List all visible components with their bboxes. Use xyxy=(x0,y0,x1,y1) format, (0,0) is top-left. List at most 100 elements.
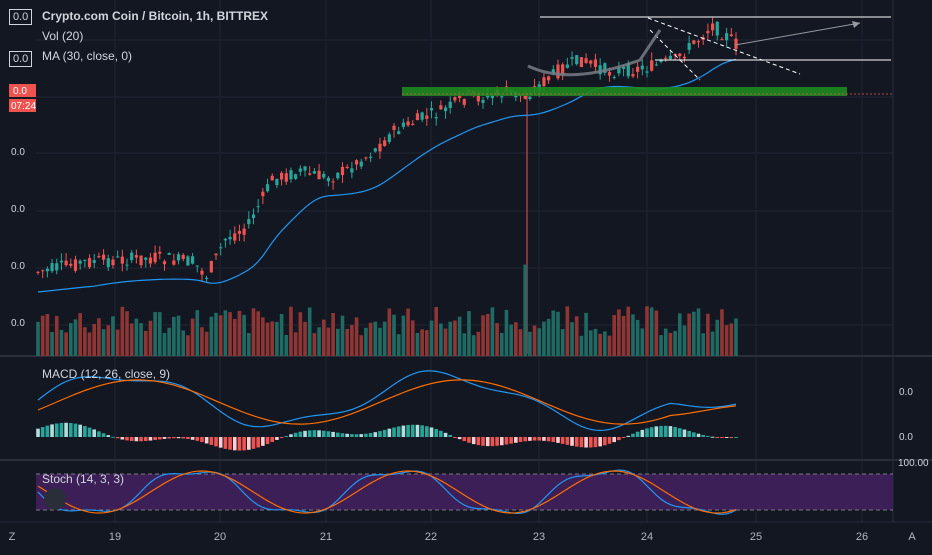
macd-histogram-bar xyxy=(710,436,715,438)
macd-group xyxy=(36,422,738,451)
stoch-legend[interactable]: Stoch (14, 3, 3) xyxy=(42,472,125,486)
macd-histogram-bar xyxy=(649,427,654,437)
macd-histogram-bar xyxy=(237,437,242,451)
candle-body xyxy=(715,21,719,36)
candle-body xyxy=(186,256,190,266)
volume-bar xyxy=(143,330,148,356)
volume-bar xyxy=(303,321,307,356)
candle-body xyxy=(219,247,223,249)
signal-line xyxy=(37,379,737,425)
macd-histogram-bar xyxy=(125,437,129,441)
macd-histogram-bar xyxy=(542,437,546,441)
candle-body xyxy=(640,65,644,70)
candle-body xyxy=(134,255,138,258)
macd-histogram-bar xyxy=(242,437,246,451)
volume-bar xyxy=(621,315,626,356)
volume-bar xyxy=(92,324,97,356)
candle-body xyxy=(378,143,382,152)
macd-histogram-bar xyxy=(687,430,691,437)
macd-histogram-bar xyxy=(139,437,143,442)
candle-body xyxy=(265,184,270,192)
candle-body xyxy=(228,236,232,240)
volume-bar xyxy=(181,330,186,356)
volume-bar xyxy=(439,323,443,356)
candle-body xyxy=(682,56,687,59)
candle-body xyxy=(589,60,593,64)
volume-bar xyxy=(359,335,364,356)
macd-histogram-bar xyxy=(97,431,101,437)
candle-body xyxy=(59,260,64,263)
volume-bar xyxy=(612,315,617,356)
volume-bar xyxy=(434,307,438,356)
macd-histogram-bar xyxy=(148,437,153,441)
macd-histogram-bar xyxy=(378,431,382,437)
volume-bar xyxy=(509,324,513,356)
candle-body xyxy=(645,71,649,73)
macd-histogram-bar xyxy=(396,426,401,437)
macd-histogram-bar xyxy=(406,424,410,437)
macd-histogram-bar xyxy=(345,433,349,437)
candle-body xyxy=(584,58,588,63)
volume-bar xyxy=(542,321,546,356)
candle-body xyxy=(593,59,598,67)
projection-arrowhead xyxy=(852,21,860,28)
volume-bar xyxy=(275,321,279,356)
macd-histogram-bar xyxy=(645,428,649,437)
candle-body xyxy=(125,264,129,266)
volume-bar xyxy=(490,307,495,356)
macd-histogram-bar xyxy=(701,434,706,437)
macd-histogram-bar xyxy=(448,434,453,437)
candle-body xyxy=(64,260,68,266)
time-axis-label-7: 26 xyxy=(856,531,868,543)
candle-body xyxy=(392,125,396,130)
macd-legend[interactable]: MACD (12, 26, close, 9) xyxy=(42,367,171,381)
volume-bar xyxy=(54,315,59,356)
countdown-value: 07:24 xyxy=(11,101,36,112)
volume-bar xyxy=(467,311,471,356)
auto-scale-button[interactable]: A xyxy=(908,531,916,543)
candle-body xyxy=(598,65,602,75)
candle-body xyxy=(664,57,668,59)
ma-legend[interactable]: MA (30, close, 0) xyxy=(42,49,133,63)
volume-bar xyxy=(701,333,706,356)
projection-arrow xyxy=(734,22,861,46)
candle-body xyxy=(312,171,316,174)
volume-bar xyxy=(471,335,476,356)
candle-body xyxy=(481,99,485,103)
candle-body xyxy=(214,253,218,256)
macd-histogram-bar xyxy=(265,437,270,445)
volume-legend[interactable]: Vol (20) xyxy=(42,29,84,43)
zoom-corner-label[interactable]: Z xyxy=(9,531,16,543)
volume-bar xyxy=(499,332,504,356)
volume-bar xyxy=(354,317,359,356)
macd-histogram-bar xyxy=(350,434,354,437)
macd-histogram-bar xyxy=(172,437,176,439)
symbol-title: Crypto.com Coin / Bitcoin, 1h, BITTREX xyxy=(42,9,269,23)
volume-bar xyxy=(364,327,368,356)
candle-body xyxy=(434,117,438,119)
candle-body xyxy=(167,253,171,255)
macd-histogram-bar xyxy=(387,428,392,437)
candle-body xyxy=(308,173,312,175)
volume-bar xyxy=(279,313,284,356)
candle-body xyxy=(303,166,307,171)
candle-body xyxy=(331,181,335,183)
candle-body xyxy=(162,261,167,265)
time-axis-label-1: 20 xyxy=(214,531,226,543)
macd-histogram-bar xyxy=(340,433,345,437)
volume-bar xyxy=(73,319,78,356)
macd-histogram-bar xyxy=(659,425,663,437)
candle-body xyxy=(120,256,124,264)
macd-histogram-bar xyxy=(673,427,677,437)
volume-bar xyxy=(551,310,556,356)
candle-body xyxy=(523,95,527,99)
macd-histogram-bar xyxy=(83,426,87,437)
volume-bar xyxy=(598,333,602,356)
macd-histogram-bar xyxy=(556,437,560,443)
macd-histogram-bar xyxy=(289,434,293,437)
volume-bar xyxy=(139,323,143,356)
candle-body xyxy=(448,101,452,109)
macd-histogram-bar xyxy=(401,425,406,437)
